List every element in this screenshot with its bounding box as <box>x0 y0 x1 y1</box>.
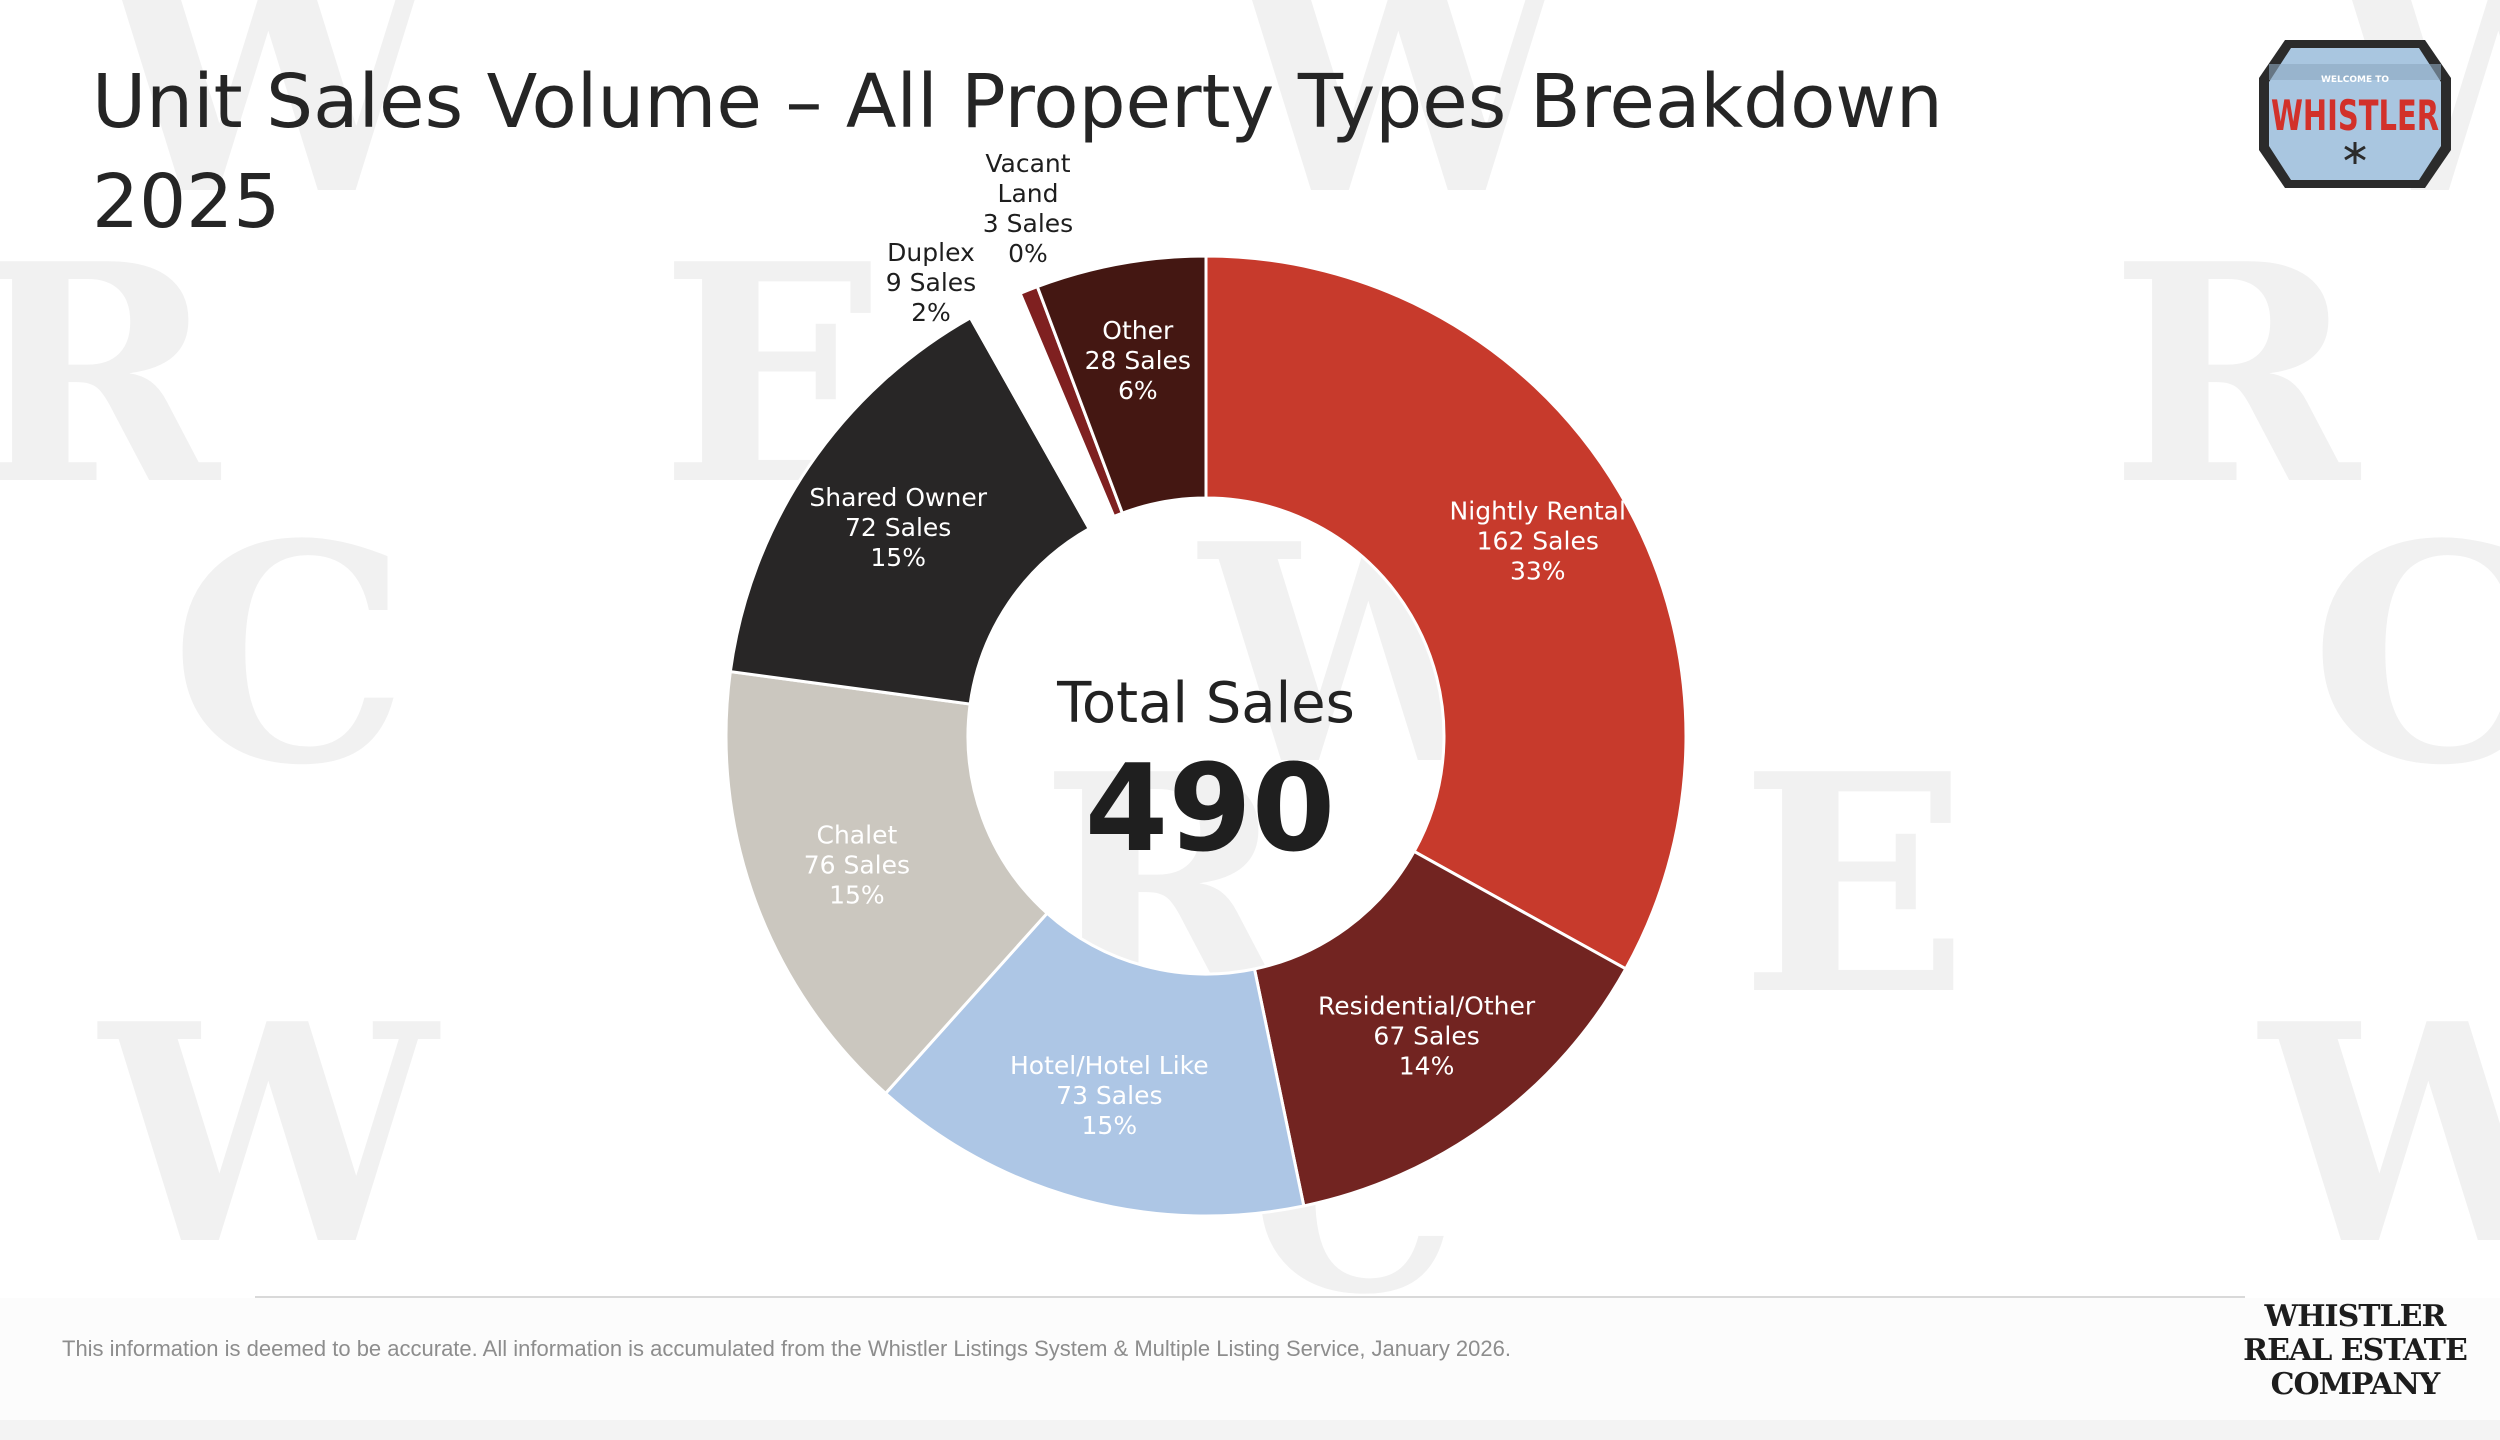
company-logo-line: COMPANY <box>2270 1367 2441 1402</box>
badge-name-text: WHISTLER <box>2271 91 2439 140</box>
slice-label-line: Duplex <box>887 238 975 267</box>
footer-divider <box>255 1296 2245 1298</box>
donut-slice-nightly-rental <box>1204 254 1688 971</box>
donut-slice-residential-other <box>1252 849 1628 1208</box>
center-total-value: 490 <box>1085 740 1336 879</box>
slice-label-line: Vacant <box>985 149 1070 178</box>
slice-label-chalet: Chalet 76 Sales 15% <box>804 820 910 909</box>
bottom-bar <box>0 1420 2500 1440</box>
slice-label-line: Residential/Other <box>1318 992 1536 1021</box>
badge-small-text: WELCOME TO <box>2321 75 2389 85</box>
watermark-letter: R <box>0 198 223 551</box>
donut-slice-other <box>1035 254 1208 516</box>
slide-title-line1: Unit Sales Volume – All Property Types B… <box>92 59 1943 145</box>
slice-label-line: 72 Sales <box>845 513 951 542</box>
slice-label-line: 2% <box>911 298 951 327</box>
labels-layer: Nightly Rental 162 Sales 33% Residential/Ot… <box>804 149 1626 1140</box>
company-logo-line: WHISTLER <box>2264 1299 2447 1334</box>
whistler-badge-logo: WELCOME TO WHISTLER <box>2259 40 2451 188</box>
slice-label-line: 162 Sales <box>1477 527 1599 556</box>
slice-label-line: 6% <box>1118 376 1158 405</box>
slice-label-line: 28 Sales <box>1085 346 1191 375</box>
center-total-label: Total Sales <box>1056 671 1355 736</box>
watermark-letter: W <box>95 958 442 1311</box>
slice-label-nightly-rental: Nightly Rental 162 Sales 33% <box>1450 497 1626 586</box>
donut-slice-hotel-hotel-like <box>883 911 1306 1218</box>
watermark-letter: C <box>2310 478 2500 831</box>
company-logo-line: REAL ESTATE <box>2243 1333 2468 1368</box>
footer-strip <box>0 1298 2500 1420</box>
slide-title: Unit Sales Volume – All Property Types B… <box>92 52 1992 252</box>
slice-label-line: 73 Sales <box>1056 1081 1162 1110</box>
slice-label-line: Chalet <box>817 820 898 849</box>
slice-label-line: 76 Sales <box>804 850 910 879</box>
watermark-letter: W <box>1225 0 1572 261</box>
slice-label-other: Other 28 Sales 6% <box>1085 316 1191 405</box>
slice-label-line: 15% <box>829 880 885 909</box>
donut-slice-chalet <box>724 669 1050 1096</box>
slice-label-line: Nightly Rental <box>1450 497 1626 526</box>
slice-label-line: 33% <box>1510 557 1566 586</box>
slice-label-line: 15% <box>1082 1111 1138 1140</box>
slice-label-line: Other <box>1102 316 1174 345</box>
slice-label-duplex: Duplex 9 Sales 2% <box>886 238 976 327</box>
slice-label-line: 0% <box>1008 239 1048 268</box>
slice-label-line: Shared Owner <box>809 483 987 512</box>
slice-label-line: 3 Sales <box>983 209 1073 238</box>
snowflake-icon <box>2344 142 2366 164</box>
watermark-letter: R <box>2110 198 2363 551</box>
slice-label-line: 15% <box>870 543 926 572</box>
watermark-letter: W <box>95 0 442 261</box>
donut-slice-shared-owner <box>728 315 1092 706</box>
slice-label-vacant-land: Vacant Land 3 Sales 0% <box>983 149 1073 268</box>
slice-label-line: Land <box>998 179 1059 208</box>
slices-layer <box>724 254 1688 1218</box>
source-footnote: This information is deemed to be accurat… <box>62 1336 1511 1361</box>
slice-label-residential-other: Residential/Other 67 Sales 14% <box>1318 992 1536 1081</box>
slice-label-line: 67 Sales <box>1373 1022 1479 1051</box>
slice-label-line: 9 Sales <box>886 268 976 297</box>
watermark-letter: W <box>2255 958 2500 1311</box>
company-logo: WHISTLER REAL ESTATE COMPANY <box>2240 1300 2470 1402</box>
slice-label-hotel-hotel-like: Hotel/Hotel Like 73 Sales 15% <box>1010 1051 1209 1140</box>
slide-title-line2: 2025 <box>92 159 281 245</box>
watermark-letter: C <box>170 478 409 831</box>
watermark-letter: E <box>1740 708 1969 1061</box>
slice-label-line: 14% <box>1399 1052 1455 1081</box>
slice-label-shared-owner: Shared Owner 72 Sales 15% <box>809 483 987 572</box>
slice-label-line: Hotel/Hotel Like <box>1010 1051 1209 1080</box>
